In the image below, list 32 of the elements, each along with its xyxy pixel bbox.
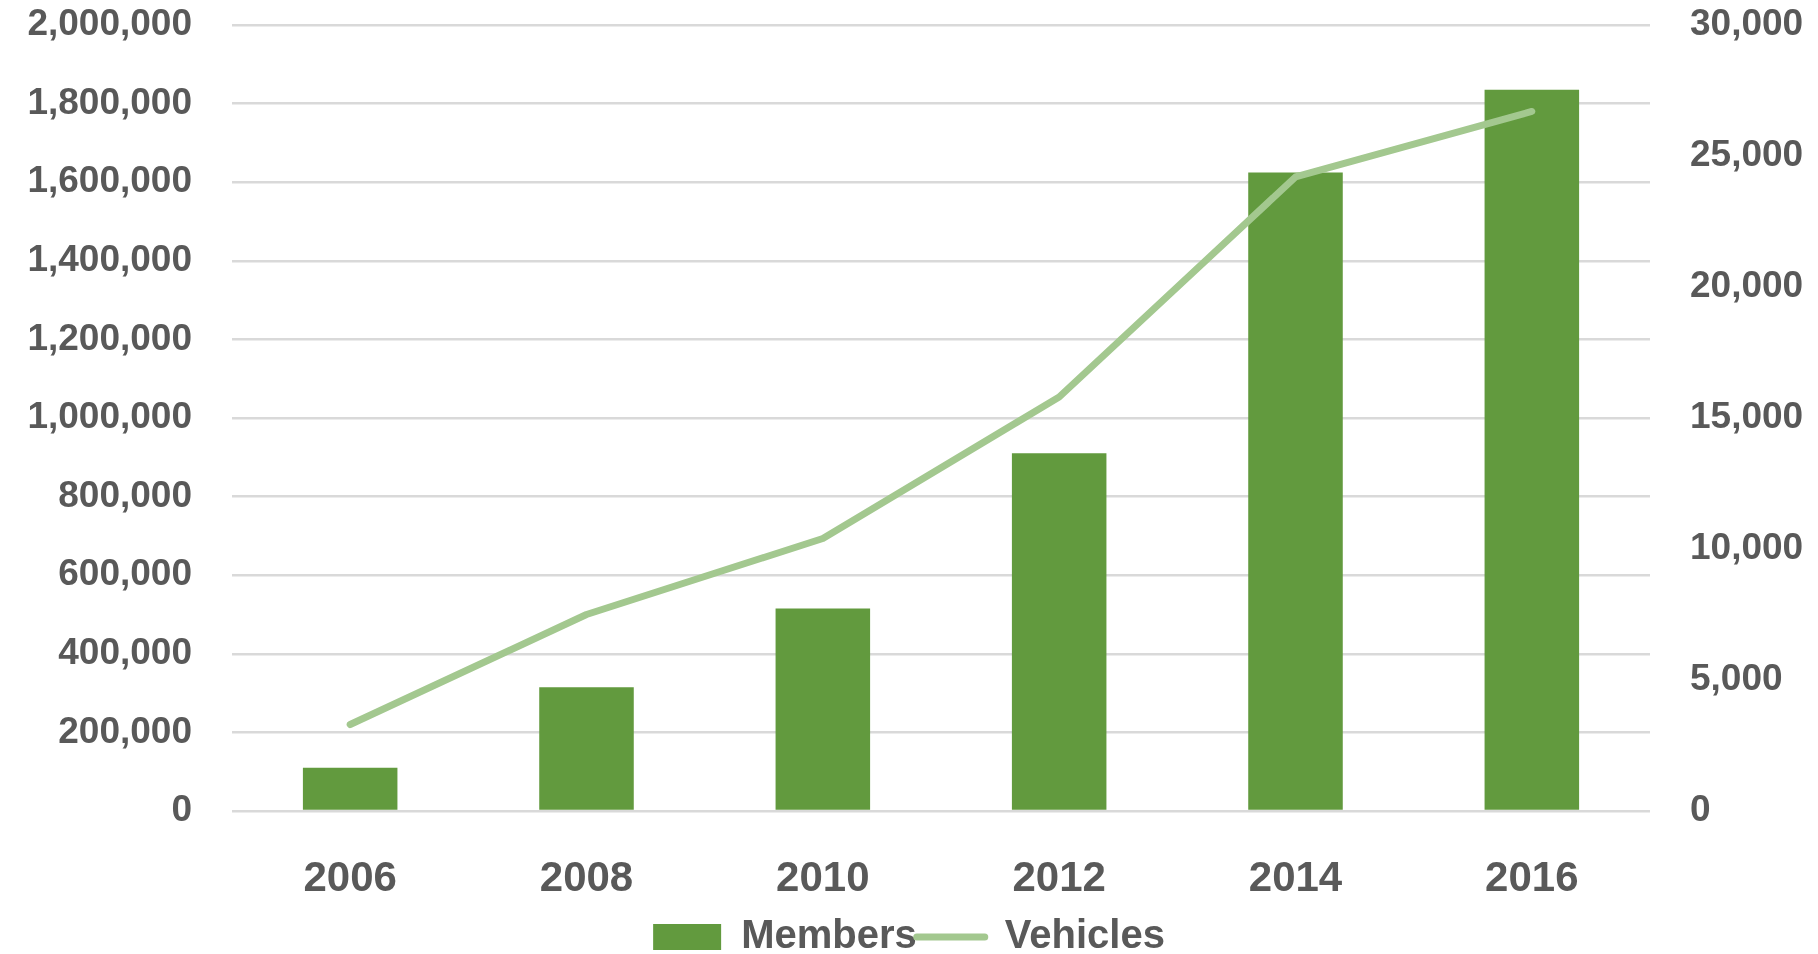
y-tick-label: 1,000,000 <box>27 395 192 437</box>
y-tick-label: 1,600,000 <box>27 159 192 201</box>
bar <box>1248 172 1343 810</box>
x-tick-label: 2006 <box>303 852 397 900</box>
y2-tick-label: 25,000 <box>1690 133 1804 175</box>
y-tick-label: 1,200,000 <box>27 316 192 358</box>
y-tick-label: 600,000 <box>58 552 192 594</box>
y2-tick-label: 5,000 <box>1690 657 1783 699</box>
y-tick-label: 2,000,000 <box>27 2 192 44</box>
x-tick-label: 2010 <box>776 852 870 900</box>
bar <box>302 767 398 810</box>
bar <box>1011 453 1107 810</box>
y2-tick-label: 10,000 <box>1690 526 1804 568</box>
y2-tick-label: 15,000 <box>1690 395 1804 437</box>
bar <box>1484 89 1580 810</box>
x-tick-label: 2012 <box>1012 852 1106 900</box>
y2-tick-label: 20,000 <box>1690 264 1804 306</box>
x-tick-label: 2014 <box>1248 852 1343 900</box>
x-tick-label: 2016 <box>1485 852 1579 900</box>
y-tick-label: 400,000 <box>58 631 192 672</box>
y-tick-label: 800,000 <box>58 473 192 515</box>
y2-tick-label: 30,000 <box>1690 2 1804 44</box>
y-tick-label: 0 <box>171 788 192 830</box>
y-tick-label: 1,400,000 <box>27 238 192 279</box>
bar <box>775 608 871 810</box>
y-tick-label: 1,800,000 <box>27 80 192 122</box>
y-tick-label: 200,000 <box>58 709 192 751</box>
legend-label: Members <box>741 912 917 954</box>
x-tick-label: 2008 <box>539 852 634 900</box>
bar <box>539 687 634 810</box>
y2-tick-label: 0 <box>1690 788 1711 830</box>
legend-label: Vehicles <box>1004 912 1165 954</box>
